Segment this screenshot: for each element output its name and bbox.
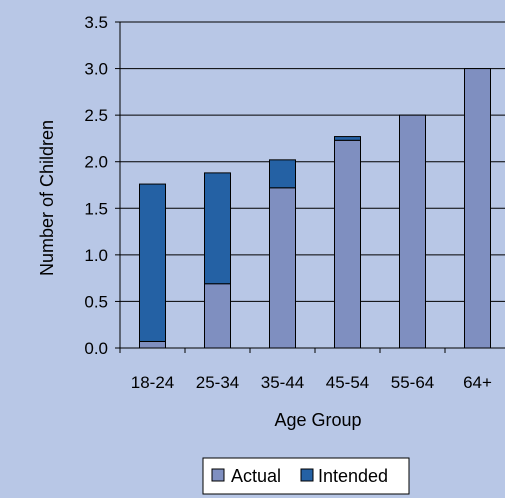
y-tick-label: 0.0 xyxy=(84,339,108,358)
y-tick-label: 2.5 xyxy=(84,106,108,125)
gridlines xyxy=(120,21,505,302)
legend: Actual Intended xyxy=(202,457,410,495)
y-tick-label: 3.5 xyxy=(84,13,108,32)
x-tick-label: 35-44 xyxy=(261,373,304,392)
bar-actual-18-24 xyxy=(139,340,166,349)
bar-actual-55-64 xyxy=(399,114,426,349)
legend-label-intended: Intended xyxy=(318,466,388,486)
y-axis-label: Number of Children xyxy=(37,120,57,276)
bar-actual-45-54 xyxy=(334,139,361,349)
legend-label-actual: Actual xyxy=(231,466,281,486)
bars xyxy=(139,68,491,349)
bar-actual-25-34 xyxy=(204,283,231,349)
bar-actual-64+ xyxy=(464,68,491,349)
legend-swatch-actual xyxy=(211,468,225,482)
x-axis-label: Age Group xyxy=(274,410,361,430)
bar-intended-35-44 xyxy=(269,159,296,189)
x-tick-label: 25-34 xyxy=(196,373,239,392)
y-tick-labels: 0.0 0.5 1.0 1.5 2.0 2.5 3.0 3.5 xyxy=(84,13,108,358)
x-tick-labels: 18-24 25-34 35-44 45-54 55-64 64+ xyxy=(131,373,492,392)
bar-intended-25-34 xyxy=(204,172,231,285)
bar-actual-35-44 xyxy=(269,187,296,349)
y-tick-label: 3.0 xyxy=(84,60,108,79)
x-tick-label: 18-24 xyxy=(131,373,174,392)
axes xyxy=(115,21,505,353)
x-tick-label: 55-64 xyxy=(391,373,434,392)
y-tick-label: 1.5 xyxy=(84,199,108,218)
legend-box xyxy=(202,457,410,495)
bar-intended-45-54 xyxy=(334,136,361,141)
y-tick-label: 0.5 xyxy=(84,292,108,311)
x-tick-label: 64+ xyxy=(463,373,492,392)
legend-swatch-intended xyxy=(300,468,314,482)
y-tick-label: 1.0 xyxy=(84,246,108,265)
bar-intended-18-24 xyxy=(139,183,166,342)
y-tick-label: 2.0 xyxy=(84,153,108,172)
x-tick-label: 45-54 xyxy=(326,373,369,392)
